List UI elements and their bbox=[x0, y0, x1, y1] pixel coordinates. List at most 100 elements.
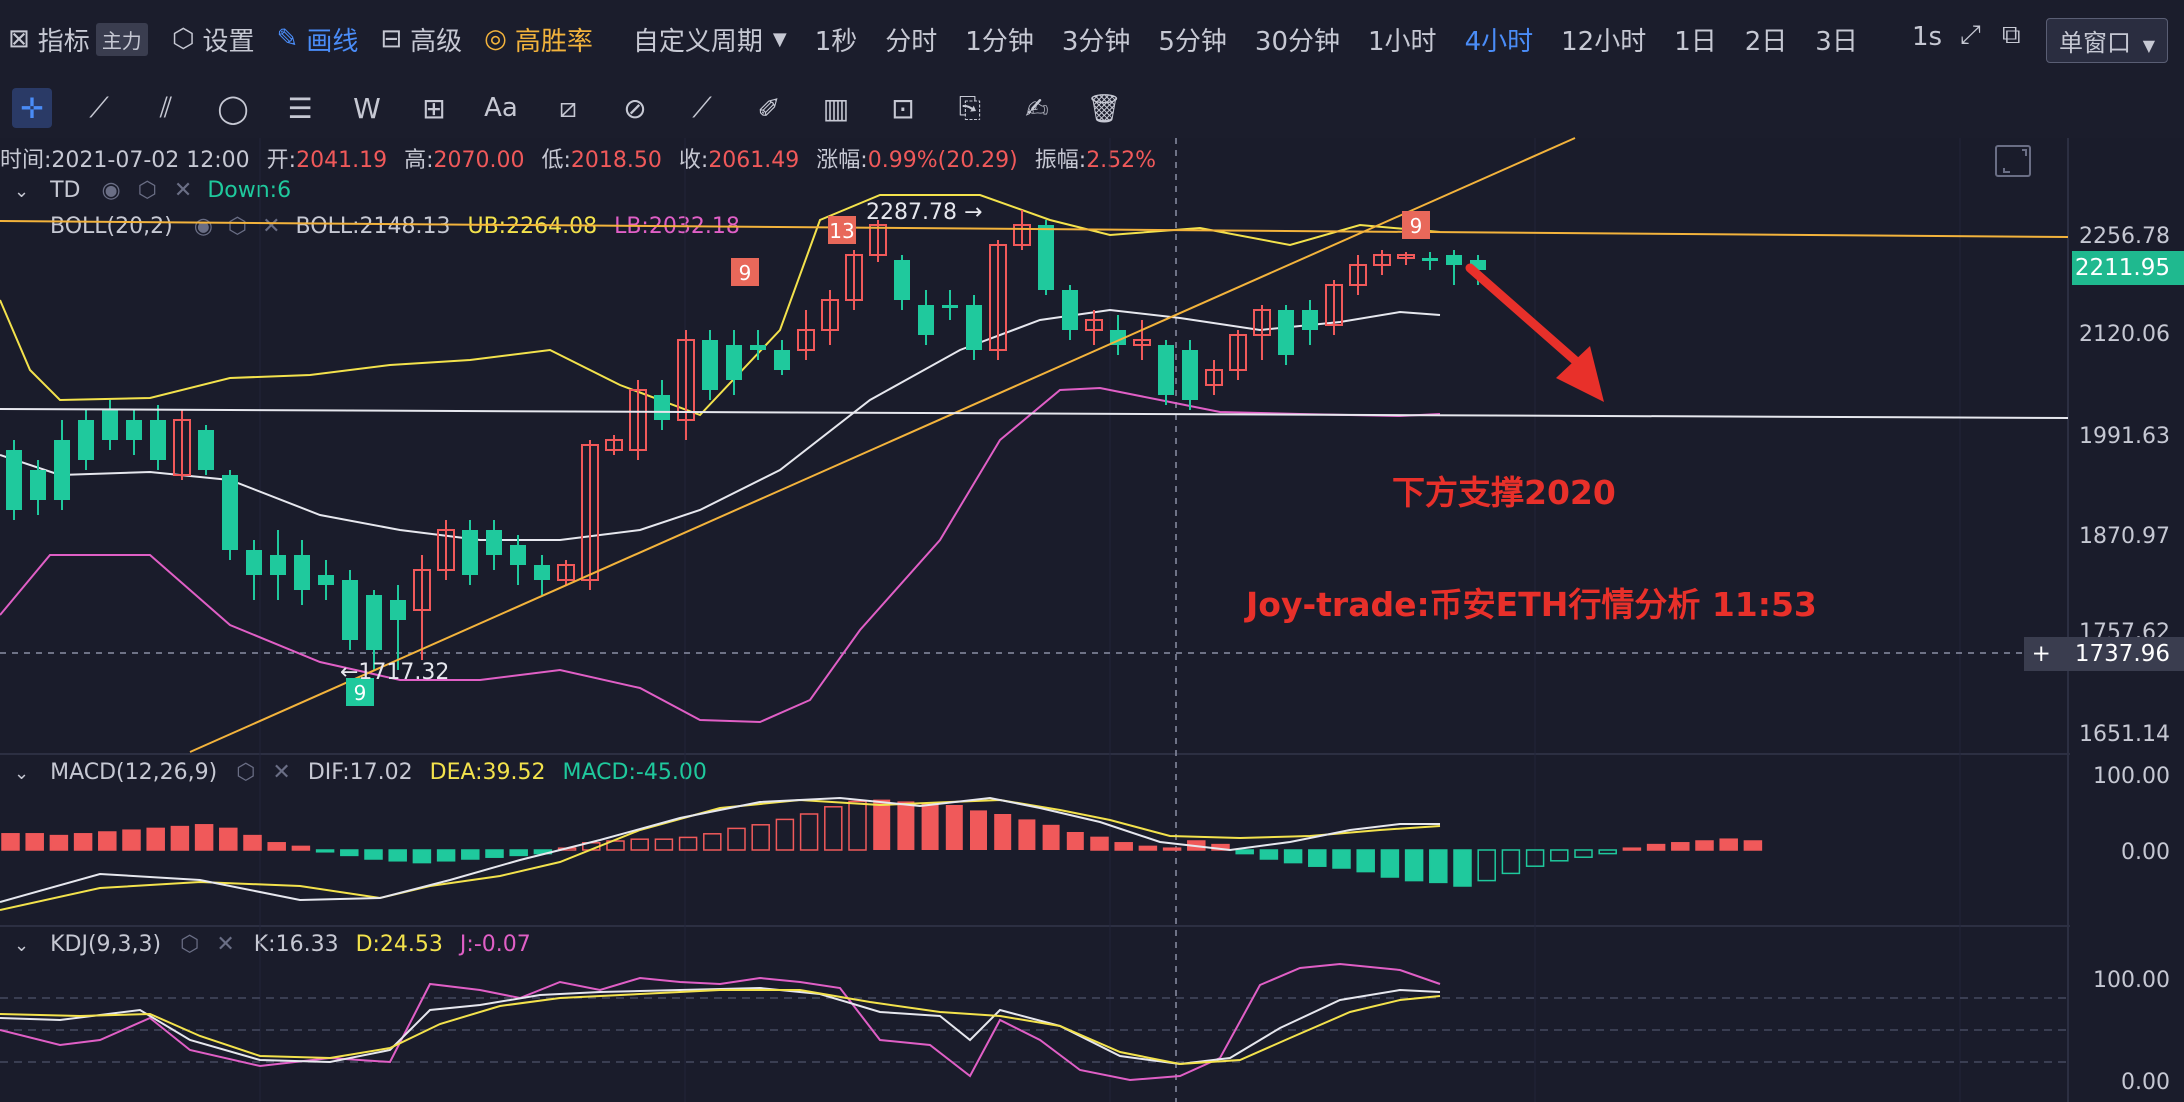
macd-bar bbox=[340, 849, 359, 857]
price-axis-label: 1870.97 bbox=[2079, 524, 2170, 549]
boll-mid-value: BOLL:2148.13 bbox=[295, 214, 451, 239]
lock-icon[interactable]: ⊡ bbox=[891, 91, 915, 125]
trendline-tool-icon[interactable]: ⟋ bbox=[89, 91, 109, 124]
candle-body bbox=[510, 545, 526, 565]
period-tab[interactable]: 1分钟 bbox=[965, 26, 1034, 57]
candle-body bbox=[797, 329, 815, 351]
main-badge: 主力 bbox=[95, 22, 148, 56]
advanced-button[interactable]: ⊟ 高级 bbox=[380, 21, 462, 58]
collapse-icon[interactable]: ⌄ bbox=[14, 935, 30, 956]
candle-body bbox=[1278, 310, 1294, 355]
interval-label[interactable]: 1s bbox=[1912, 22, 1943, 52]
period-tab[interactable]: 3日 bbox=[1815, 26, 1858, 57]
candle-body bbox=[486, 530, 502, 555]
window-mode-select[interactable]: 单窗口 ▼ bbox=[2046, 18, 2168, 63]
magnet-tool-icon[interactable]: ⊘ bbox=[623, 91, 647, 125]
bookmark-icon[interactable]: ⎘ bbox=[958, 91, 982, 124]
close-icon[interactable]: ✕ bbox=[262, 214, 281, 239]
new-window-icon[interactable]: ⧉ bbox=[2002, 20, 2021, 50]
win-rate-label: 高胜率 bbox=[514, 26, 593, 57]
collapse-icon[interactable]: ⌄ bbox=[14, 181, 30, 202]
period-tab[interactable]: 3分钟 bbox=[1061, 26, 1131, 57]
custom-period-dropdown[interactable]: 自定义周期 ▼ bbox=[633, 21, 787, 58]
eye-icon[interactable]: ◉ bbox=[101, 178, 121, 203]
macd-bar bbox=[509, 849, 528, 857]
brush-tool-icon[interactable]: ✐ bbox=[757, 91, 781, 125]
crosshair-tool-icon[interactable]: ✛ bbox=[12, 88, 52, 128]
period-tab[interactable]: 1日 bbox=[1674, 26, 1717, 57]
win-rate-button[interactable]: ◎ 高胜率 bbox=[484, 21, 593, 58]
parallel-line-tool-icon[interactable]: ⫽ bbox=[159, 91, 173, 124]
wave-tool-icon[interactable]: W bbox=[353, 91, 381, 125]
candle-body bbox=[774, 350, 790, 370]
trash-icon[interactable]: 🗑 bbox=[1086, 91, 1122, 125]
period-tabs: 1秒 分时 1分钟 3分钟 5分钟 30分钟 1小时 4小时 12小时 1日 2日 3日 bbox=[801, 21, 1872, 58]
period-tab[interactable]: 30分钟 bbox=[1254, 26, 1341, 57]
candle-body bbox=[1349, 264, 1367, 286]
expand-icon[interactable] bbox=[1995, 145, 2031, 177]
candle-body bbox=[605, 439, 623, 451]
boll-lower-line bbox=[0, 386, 1441, 724]
macd-bar bbox=[1187, 840, 1206, 851]
period-tab[interactable]: 2日 bbox=[1744, 26, 1788, 57]
macd-bar bbox=[1404, 849, 1424, 882]
candle-body bbox=[750, 345, 766, 350]
candle-tool-icon[interactable]: ▥ bbox=[822, 91, 850, 125]
fibonacci-tool-icon[interactable]: ☰ bbox=[287, 91, 313, 125]
macd-bar bbox=[1042, 824, 1060, 850]
kdj-d-line bbox=[0, 989, 1441, 1066]
macd-bar bbox=[315, 849, 335, 853]
close-icon[interactable]: ✕ bbox=[272, 760, 291, 785]
settings-button[interactable]: ⬡ 设置 bbox=[172, 21, 255, 58]
macd-bar bbox=[1380, 849, 1400, 878]
macd-bar bbox=[243, 834, 262, 851]
measure-tool-icon[interactable]: ⊞ bbox=[422, 91, 446, 125]
macd-bar bbox=[412, 849, 432, 864]
macd-bar bbox=[1574, 849, 1593, 858]
plus-icon[interactable]: + bbox=[2031, 641, 2051, 667]
kdj-legend: ⌄ KDJ(9,3,3) ⬡ ✕ K:16.33 D:24.53 J:-0.07 bbox=[14, 932, 531, 957]
boll-mid-line bbox=[0, 308, 1441, 541]
amplitude-label: 振幅: bbox=[1034, 148, 1087, 173]
collapse-icon[interactable]: ⌄ bbox=[14, 763, 30, 784]
period-tab[interactable]: 1小时 bbox=[1368, 26, 1437, 57]
period-tab[interactable]: 12小时 bbox=[1561, 26, 1647, 57]
gear-icon[interactable]: ⬡ bbox=[137, 178, 157, 203]
td-name: TD bbox=[50, 178, 81, 203]
close-icon[interactable]: ✕ bbox=[173, 178, 193, 203]
candle-body bbox=[102, 410, 118, 440]
ruler-tool-icon[interactable]: ⧄ bbox=[559, 91, 577, 124]
period-tab[interactable]: 4小时 bbox=[1464, 26, 1534, 57]
candle-body bbox=[270, 555, 286, 575]
macd-bar bbox=[49, 834, 69, 851]
window-mode-label: 单窗口 bbox=[2059, 29, 2132, 57]
indicator-menu[interactable]: ⊠ 指标 主力 bbox=[8, 21, 148, 58]
macd-bar bbox=[364, 849, 383, 860]
candle-body bbox=[462, 530, 478, 575]
period-tab[interactable]: 分时 bbox=[885, 26, 938, 57]
macd-bar bbox=[654, 838, 674, 851]
macd-bar bbox=[824, 806, 843, 851]
gear-icon[interactable]: ⬡ bbox=[227, 214, 248, 239]
draw-line-button[interactable]: ✎ 画线 bbox=[277, 21, 359, 58]
amplitude-value: 2.52% bbox=[1086, 148, 1157, 173]
gear-icon[interactable]: ⬡ bbox=[180, 932, 200, 957]
eye-icon[interactable]: ◉ bbox=[193, 214, 213, 239]
macd-bar bbox=[267, 842, 286, 851]
fullscreen-icon[interactable]: ⤢ bbox=[1960, 20, 1981, 50]
draw-line-label: 画线 bbox=[306, 26, 359, 57]
macd-bar bbox=[1162, 847, 1182, 851]
candle-body bbox=[966, 305, 982, 350]
period-tab[interactable]: 1秒 bbox=[814, 26, 858, 57]
edit-note-icon[interactable]: ✍ bbox=[1025, 91, 1049, 125]
text-tool-icon[interactable]: Aa bbox=[484, 93, 518, 123]
macd-bar bbox=[1356, 849, 1375, 873]
macd-bar bbox=[1453, 849, 1472, 887]
measure-ruler-icon[interactable]: ⟋ bbox=[692, 91, 712, 124]
period-tab[interactable]: 5分钟 bbox=[1158, 26, 1227, 57]
close-icon[interactable]: ✕ bbox=[216, 932, 235, 957]
macd-bar bbox=[1719, 838, 1738, 851]
macd-bar bbox=[727, 827, 746, 851]
gear-icon[interactable]: ⬡ bbox=[236, 760, 256, 785]
ellipse-tool-icon[interactable]: ◯ bbox=[217, 91, 249, 125]
